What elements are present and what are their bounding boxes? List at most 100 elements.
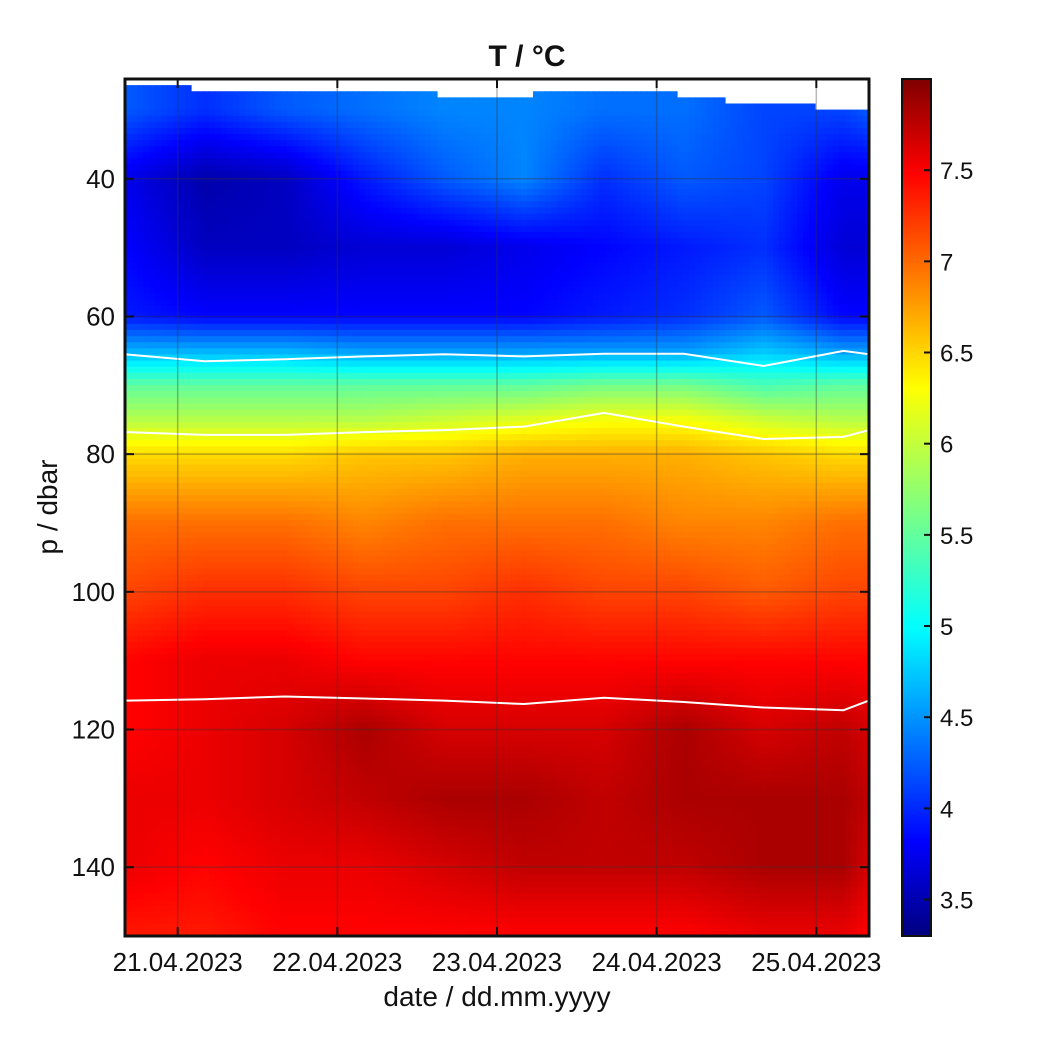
heatmap-cell: [269, 483, 276, 490]
heatmap-cell: [161, 819, 168, 827]
heatmap-cell: [221, 507, 228, 515]
heatmap-cell: [323, 311, 330, 319]
heatmap-cell: [323, 697, 330, 704]
heatmap-cell: [161, 556, 168, 564]
heatmap-cell: [203, 740, 210, 747]
heatmap-cell: [131, 97, 138, 105]
heatmap-cell: [275, 483, 282, 490]
heatmap-cell: [323, 483, 330, 490]
heatmap-cell: [323, 213, 330, 221]
heatmap-cell: [245, 531, 252, 539]
heatmap-cell: [155, 648, 162, 656]
heatmap-cell: [191, 152, 198, 160]
heatmap-cell: [137, 134, 144, 141]
heatmap-cell: [317, 666, 324, 674]
heatmap-cell: [185, 232, 192, 239]
heatmap-cell: [287, 880, 294, 888]
heatmap-cell: [143, 446, 150, 454]
heatmap-cell: [131, 109, 138, 117]
heatmap-cell: [305, 158, 312, 166]
heatmap-cell: [203, 483, 210, 490]
heatmap-cell: [257, 213, 264, 221]
heatmap-cell: [131, 513, 138, 521]
heatmap-cell: [197, 629, 204, 637]
heatmap-cell: [227, 183, 234, 190]
heatmap-cell: [143, 366, 150, 374]
heatmap-cell: [215, 685, 222, 692]
heatmap-cell: [287, 421, 294, 429]
heatmap-cell: [329, 844, 336, 851]
heatmap-cell: [197, 917, 204, 925]
heatmap-cell: [269, 880, 276, 888]
heatmap-cell: [197, 97, 204, 105]
heatmap-cell: [191, 329, 198, 337]
heatmap-cell: [269, 501, 276, 509]
heatmap-cell: [131, 611, 138, 619]
heatmap-cell: [137, 323, 144, 331]
heatmap-cell: [305, 825, 312, 833]
heatmap-cell: [323, 599, 330, 607]
heatmap-cell: [263, 299, 270, 307]
heatmap-cell: [281, 103, 288, 111]
heatmap-cell: [263, 446, 270, 454]
heatmap-cell: [215, 666, 222, 674]
heatmap-cell: [137, 899, 144, 906]
heatmap-cell: [125, 691, 132, 698]
heatmap-cell: [131, 489, 138, 496]
heatmap-cell: [215, 550, 222, 558]
heatmap-cell: [281, 562, 288, 570]
heatmap-cell: [197, 397, 204, 405]
heatmap-cell: [329, 629, 336, 637]
heatmap-cell: [281, 709, 288, 717]
heatmap-cell: [335, 385, 342, 392]
heatmap-cell: [215, 348, 222, 356]
heatmap-cell: [335, 880, 342, 888]
heatmap-cell: [263, 733, 270, 741]
heatmap-cell: [131, 366, 138, 374]
heatmap-cell: [221, 617, 228, 625]
heatmap-cell: [299, 170, 306, 178]
heatmap-cell: [137, 85, 144, 92]
heatmap-cell: [329, 825, 336, 833]
heatmap-cell: [269, 127, 276, 135]
heatmap-cell: [131, 85, 138, 92]
heatmap-cell: [317, 685, 324, 692]
heatmap-cell: [281, 758, 288, 766]
heatmap-cell: [293, 562, 300, 570]
heatmap-cell: [131, 727, 138, 735]
heatmap-cell: [275, 874, 282, 882]
heatmap-cell: [227, 244, 234, 251]
heatmap-cell: [161, 574, 168, 582]
heatmap-cell: [125, 721, 132, 729]
heatmap-cell: [263, 911, 270, 919]
heatmap-cell: [299, 366, 306, 374]
heatmap-cell: [161, 458, 168, 466]
heatmap-cell: [173, 238, 180, 245]
heatmap-cell: [287, 519, 294, 527]
heatmap-cell: [323, 103, 330, 111]
heatmap-cell: [257, 385, 264, 392]
heatmap-cell: [191, 813, 198, 821]
heatmap-cell: [251, 617, 258, 625]
heatmap-cell: [269, 758, 276, 766]
heatmap-cell: [299, 115, 306, 123]
heatmap-cell: [155, 146, 162, 154]
heatmap-cell: [179, 844, 186, 851]
heatmap-cell: [155, 795, 162, 802]
heatmap-cell: [125, 685, 132, 692]
heatmap-cell: [305, 152, 312, 160]
heatmap-cell: [155, 238, 162, 245]
heatmap-cell: [137, 293, 144, 300]
heatmap-cell: [197, 813, 204, 821]
heatmap-cell: [293, 733, 300, 741]
heatmap-cell: [299, 501, 306, 509]
heatmap-cell: [263, 580, 270, 588]
heatmap-cell: [161, 207, 168, 215]
heatmap-cell: [173, 446, 180, 454]
heatmap-cell: [281, 819, 288, 827]
heatmap-cell: [281, 311, 288, 319]
heatmap-cell: [251, 678, 258, 686]
heatmap-cell: [329, 752, 336, 760]
heatmap-cell: [227, 140, 234, 147]
heatmap-cell: [311, 97, 318, 105]
